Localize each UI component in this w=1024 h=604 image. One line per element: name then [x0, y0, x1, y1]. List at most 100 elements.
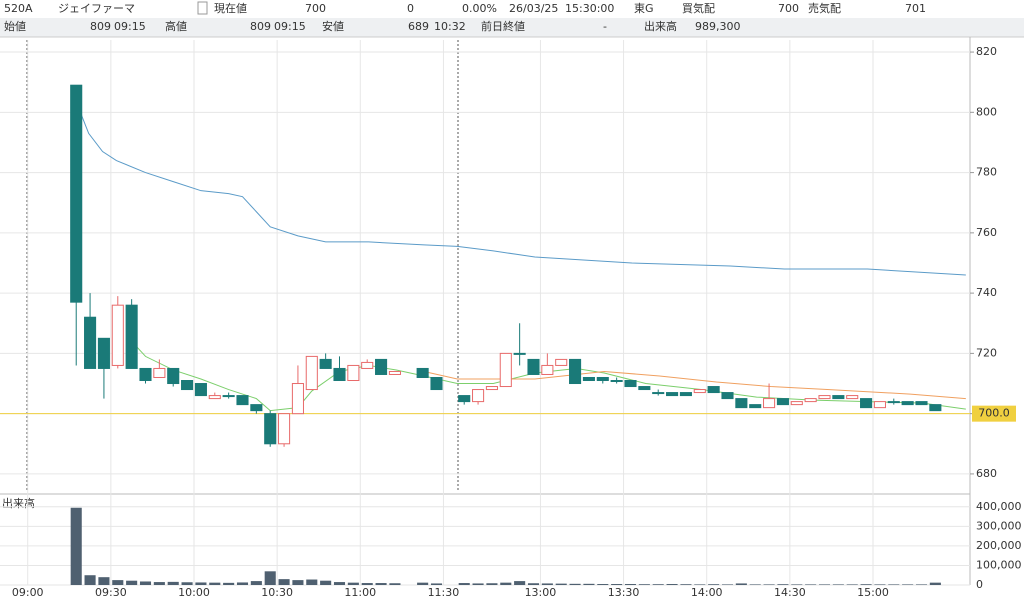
- header-field: 15:30:00: [565, 2, 614, 15]
- volume-bar: [721, 584, 734, 585]
- candle-body: [319, 358, 332, 369]
- volume-bar: [638, 584, 650, 585]
- candle-body: [236, 395, 249, 406]
- candle-body: [361, 361, 374, 369]
- candle-body: [763, 398, 776, 409]
- header-row: [0, 18, 1024, 37]
- volume-bar: [333, 582, 346, 585]
- volume-bar: [389, 583, 401, 585]
- volume-bar: [680, 584, 692, 585]
- volume-bar: [486, 583, 498, 585]
- candle-body: [84, 316, 97, 369]
- candle-body: [222, 395, 235, 398]
- candle-body: [485, 386, 498, 391]
- candle-body: [278, 413, 291, 445]
- y-tick-label: 720: [976, 346, 997, 359]
- header-row: [0, 0, 1024, 18]
- volume-bar: [167, 581, 179, 585]
- candle-body: [596, 376, 609, 382]
- candle-body: [804, 398, 817, 403]
- candle-body: [541, 364, 554, 375]
- y-tick-label: 100,000: [976, 558, 1022, 571]
- x-tick-label: 10:00: [178, 586, 210, 599]
- header-field: -: [603, 20, 607, 33]
- header-field: 0.00%: [462, 2, 497, 15]
- volume-bar: [278, 579, 290, 585]
- y-tick-label: 400,000: [976, 500, 1022, 513]
- header-field: 始値: [4, 19, 26, 33]
- header-field: 出来高: [644, 19, 677, 33]
- candle-body: [721, 392, 734, 400]
- volume-bar: [749, 584, 761, 585]
- volume-bar: [611, 584, 623, 585]
- volume-bar: [347, 582, 359, 585]
- candle-body: [181, 380, 194, 391]
- volume-bar: [209, 582, 221, 585]
- y-tick-label: 820: [976, 45, 997, 58]
- volume-bar: [652, 584, 664, 585]
- volume-bar: [915, 584, 928, 585]
- candle-body: [582, 376, 595, 382]
- volume-bar: [777, 584, 789, 585]
- volume-bar: [236, 582, 249, 585]
- candle-body: [458, 395, 471, 403]
- volume-bar: [514, 581, 526, 585]
- x-tick-label: 13:30: [608, 586, 640, 599]
- header-field: 現在値: [214, 2, 247, 15]
- volume-bar: [624, 584, 637, 585]
- candle-body: [167, 367, 180, 385]
- indicator-line: [131, 340, 966, 412]
- candle-body: [555, 358, 568, 366]
- candle-body: [416, 367, 429, 378]
- candle-body: [735, 398, 748, 409]
- volume-bar: [320, 580, 332, 585]
- volume-bar: [306, 579, 318, 585]
- volume-bar: [832, 584, 844, 585]
- volume-bar: [84, 575, 96, 585]
- candle-body: [375, 358, 388, 375]
- candle-body: [679, 392, 692, 397]
- candle-body: [818, 395, 831, 400]
- candle-body: [527, 358, 540, 375]
- volume-bar: [541, 583, 553, 585]
- x-tick-label: 09:00: [12, 586, 44, 599]
- x-tick-label: 14:30: [774, 586, 806, 599]
- candle-body: [707, 386, 720, 394]
- volume-bar: [763, 584, 775, 585]
- x-tick-label: 11:00: [344, 586, 376, 599]
- x-tick-label: 09:30: [95, 586, 127, 599]
- y-tick-label: 780: [976, 166, 997, 179]
- candle-body: [860, 398, 873, 409]
- y-tick-label: 300,000: [976, 519, 1022, 532]
- header-field: 前日終値: [481, 19, 525, 33]
- candle-body: [846, 395, 859, 400]
- volume-bar: [860, 584, 872, 585]
- volume-bar: [195, 582, 207, 585]
- candle-body: [347, 364, 360, 382]
- x-tick-label: 14:00: [691, 586, 723, 599]
- y-tick-label: 740: [976, 286, 997, 299]
- x-tick-label: 13:00: [525, 586, 557, 599]
- candle-body: [749, 404, 762, 409]
- candle-body: [776, 398, 789, 406]
- header-field: 買気配: [682, 1, 715, 15]
- volume-bar: [361, 583, 373, 585]
- candle-body: [264, 413, 277, 445]
- candle-body: [111, 304, 124, 366]
- header-field: 高値: [165, 19, 187, 33]
- x-tick-label: 15:00: [857, 586, 889, 599]
- header-field: 安値: [322, 19, 344, 33]
- header-field: 809: [90, 20, 111, 33]
- last-price-box: [972, 405, 1016, 422]
- candle-body: [388, 370, 401, 375]
- candle-body: [125, 304, 138, 369]
- volume-bar: [902, 584, 914, 585]
- header-field: 26/03/25: [509, 2, 558, 15]
- x-tick-label: 11:30: [428, 586, 460, 599]
- memo-icon[interactable]: [197, 1, 208, 15]
- x-tick-label: 10:30: [261, 586, 293, 599]
- header-field: 09:15: [114, 20, 146, 33]
- candle-body: [513, 352, 526, 355]
- volume-bar: [694, 584, 706, 585]
